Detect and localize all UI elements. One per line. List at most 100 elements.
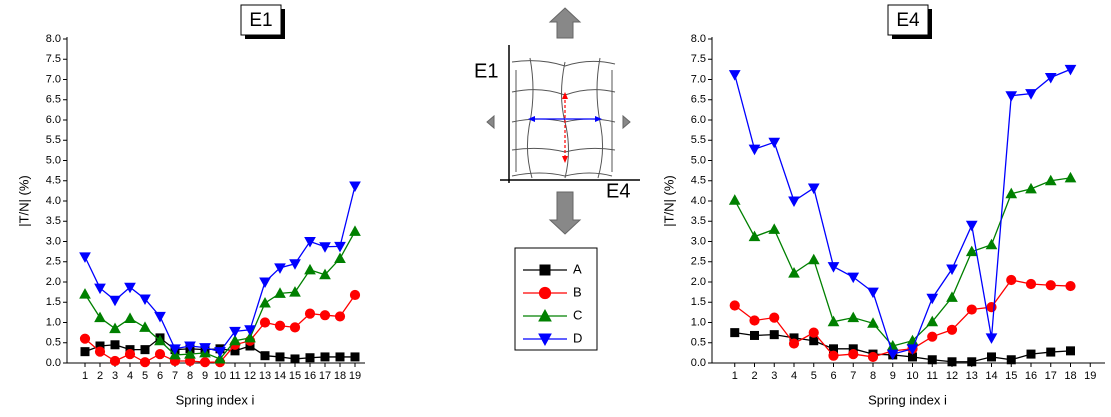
marker — [539, 264, 551, 276]
x-tick-label: 3 — [771, 370, 777, 382]
marker — [184, 348, 196, 359]
marker — [827, 262, 840, 273]
marker — [229, 334, 241, 346]
series-line — [734, 177, 1071, 347]
y-tick-label: 7.0 — [46, 73, 61, 85]
marker — [229, 326, 241, 338]
marker — [259, 317, 271, 328]
y-tick-label: 5.0 — [691, 154, 706, 166]
x-tick-label: 13 — [259, 370, 271, 382]
marker — [769, 312, 780, 323]
y-axis-label: |T/N| (%) — [661, 175, 676, 227]
marker — [275, 352, 285, 362]
marker — [334, 252, 346, 264]
y-tick-label: 3.5 — [691, 215, 706, 227]
x-tick-label: 4 — [127, 370, 133, 382]
marker — [154, 334, 166, 346]
marker — [769, 330, 779, 340]
marker — [965, 245, 978, 257]
marker — [289, 322, 301, 333]
x-tick-label: 3 — [112, 370, 118, 382]
marker — [290, 354, 300, 364]
y-tick-label: 8.0 — [691, 33, 706, 45]
marker — [79, 288, 91, 299]
marker — [109, 355, 121, 367]
series-line — [734, 68, 1071, 355]
x-tick-label: 5 — [811, 370, 817, 382]
marker — [749, 315, 760, 326]
x-tick-label: 10 — [906, 370, 918, 382]
series-line — [734, 331, 1071, 363]
marker — [1044, 174, 1057, 186]
y-tick-label: 1.5 — [691, 296, 706, 308]
series-line — [734, 279, 1071, 358]
marker — [274, 320, 286, 331]
marker — [1005, 91, 1018, 102]
marker — [94, 283, 106, 295]
arrow-down — [548, 191, 582, 235]
marker — [124, 348, 136, 360]
marker — [827, 315, 840, 327]
marker — [304, 263, 316, 275]
marker — [319, 310, 331, 321]
legend-label: C — [573, 307, 582, 322]
marker — [244, 331, 256, 343]
marker — [538, 333, 552, 347]
marker — [926, 315, 939, 327]
marker — [987, 352, 996, 362]
x-tick-label: 1 — [732, 370, 738, 382]
marker — [906, 344, 919, 355]
y-tick-label: 6.5 — [691, 94, 706, 106]
marker — [305, 353, 315, 363]
y-tick-label: 4.0 — [46, 195, 61, 207]
marker — [538, 286, 552, 300]
x-tick-label: 10 — [214, 370, 226, 382]
marker — [139, 294, 151, 306]
x-tick-label: 18 — [334, 370, 346, 382]
x-tick-label: 16 — [304, 370, 316, 382]
x-tick-label: 9 — [890, 370, 896, 382]
marker — [199, 357, 211, 368]
diagram-x-label: E4 — [606, 180, 630, 202]
marker — [244, 325, 256, 336]
x-tick-label: 7 — [172, 370, 178, 382]
series-line — [84, 185, 356, 353]
y-tick-label: 7.5 — [46, 53, 61, 65]
marker — [319, 242, 331, 253]
y-tick-label: 6.0 — [46, 114, 61, 126]
marker — [946, 324, 958, 335]
marker — [788, 267, 800, 278]
marker — [169, 344, 181, 355]
x-tick-label: 16 — [1025, 370, 1037, 382]
marker — [334, 241, 346, 253]
y-tick-label: 2.5 — [691, 256, 706, 268]
marker — [304, 308, 316, 319]
y-tick-label: 8.0 — [46, 33, 61, 45]
y-tick-label: 4.5 — [46, 175, 61, 187]
marker — [1025, 278, 1037, 290]
marker — [289, 259, 301, 270]
x-tick-label: 19 — [349, 370, 361, 382]
marker — [985, 333, 998, 344]
y-tick-label: 5.5 — [46, 134, 61, 146]
diagram-y-label: E1 — [474, 60, 498, 82]
legend-label: B — [573, 284, 582, 299]
x-tick-label: 15 — [1005, 370, 1017, 382]
x-tick-label: 17 — [1045, 370, 1057, 382]
marker — [335, 352, 345, 362]
x-tick-label: 11 — [229, 370, 240, 382]
marker — [847, 272, 860, 284]
marker — [886, 349, 899, 361]
marker — [748, 144, 761, 156]
x-tick-label: 17 — [319, 370, 331, 382]
y-tick-label: 0.5 — [46, 337, 61, 349]
marker — [1006, 274, 1017, 286]
marker — [848, 348, 859, 360]
marker — [184, 341, 196, 353]
marker — [730, 328, 740, 338]
x-tick-label: 4 — [791, 370, 797, 382]
y-tick-label: 1.5 — [46, 296, 61, 308]
marker — [1046, 347, 1056, 357]
marker — [349, 225, 361, 236]
